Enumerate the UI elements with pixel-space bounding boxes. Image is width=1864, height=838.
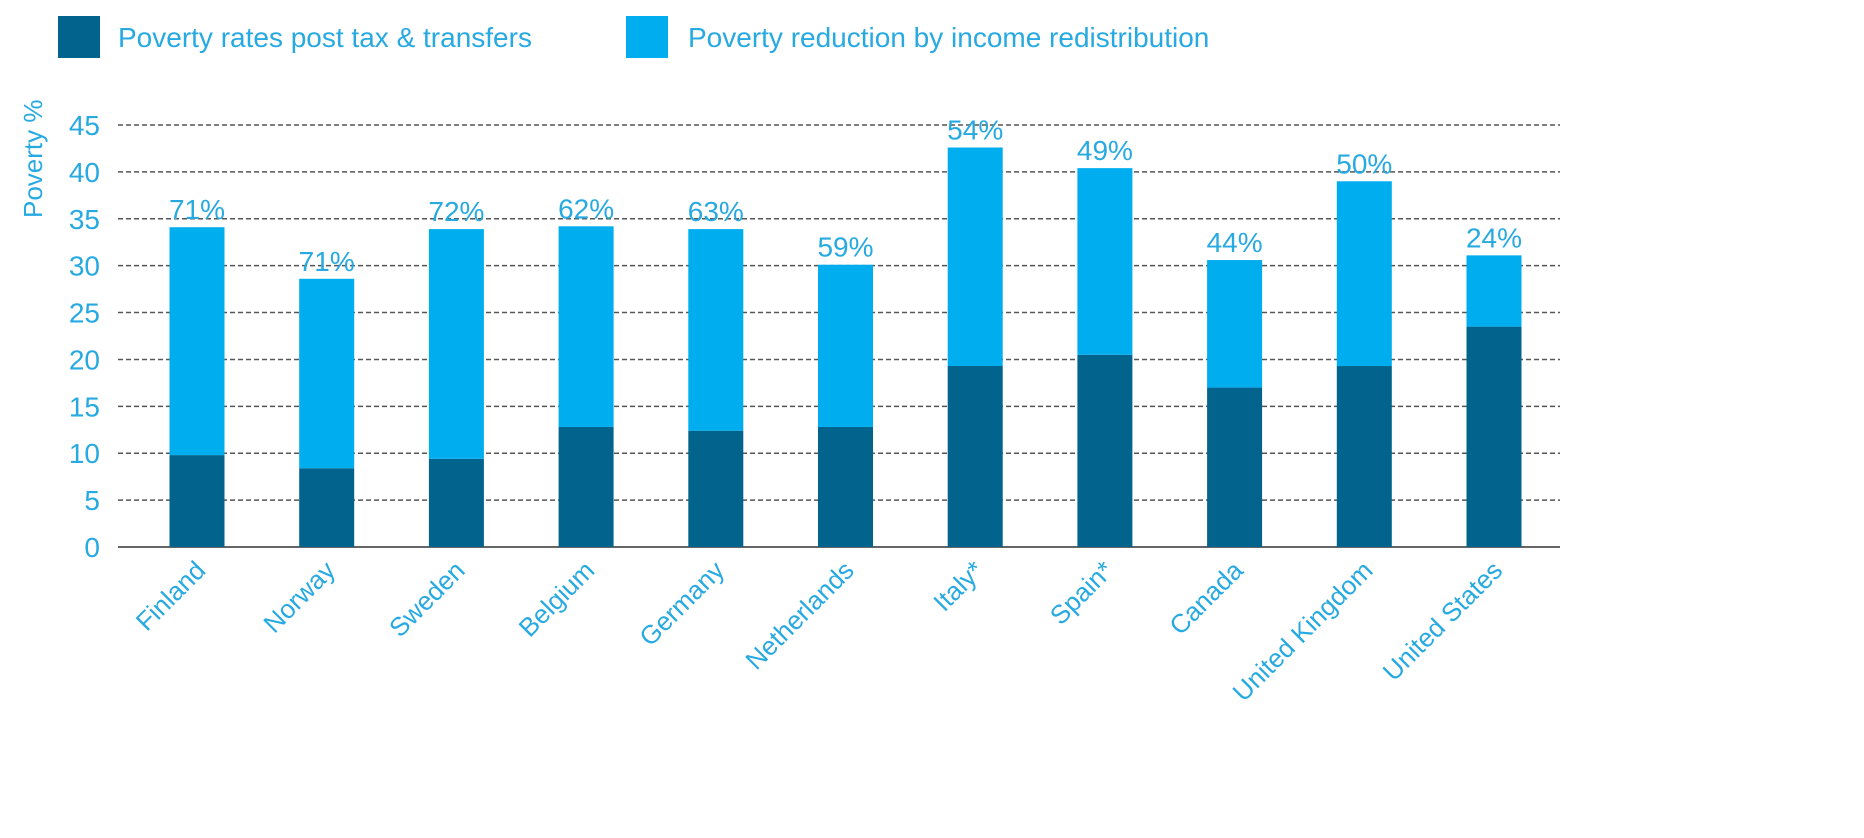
bar-post-tax	[818, 426, 873, 547]
y-tick-label: 20	[69, 344, 100, 375]
bar-post-tax	[1336, 366, 1392, 547]
y-tick-label: 30	[69, 251, 100, 282]
y-tick-label: 25	[69, 298, 100, 329]
data-label: 71%	[169, 194, 225, 225]
x-tick-label: United States	[1377, 555, 1509, 687]
data-label: 71%	[299, 246, 355, 277]
bar-post-tax	[1207, 387, 1263, 547]
y-tick-label: 35	[69, 204, 100, 235]
x-tick-label: Netherlands	[739, 555, 859, 675]
x-tick-label: Belgium	[513, 555, 601, 643]
y-tick-label: 45	[69, 110, 100, 141]
x-tick-label: Italy*	[927, 555, 989, 617]
y-tick-label: 10	[69, 438, 100, 469]
bar-reduction	[1077, 168, 1133, 355]
bar-post-tax	[558, 426, 614, 547]
bar-reduction	[818, 264, 873, 427]
legend-label-post-tax: Poverty rates post tax & transfers	[118, 22, 532, 53]
y-tick-label: 5	[84, 485, 100, 516]
bar-reduction	[1466, 255, 1522, 327]
data-label: 49%	[1077, 135, 1133, 166]
bar-post-tax	[299, 468, 355, 547]
bar-reduction	[299, 278, 355, 469]
y-tick-label: 0	[84, 532, 100, 563]
data-label: 59%	[817, 232, 873, 263]
bar-reduction	[558, 226, 614, 427]
data-label: 62%	[558, 193, 614, 224]
x-tick-label: Norway	[257, 555, 341, 639]
x-tick-label: Sweden	[383, 555, 471, 643]
x-tick-label: Spain*	[1044, 555, 1119, 630]
bar-post-tax	[1466, 326, 1522, 547]
y-tick-label: 40	[69, 157, 100, 188]
bar-reduction	[947, 147, 1003, 367]
legend-swatch-reduction	[626, 16, 668, 58]
bar-post-tax	[688, 430, 744, 547]
bar-reduction	[1336, 181, 1392, 367]
bar-post-tax	[1077, 354, 1133, 547]
data-label: 72%	[428, 196, 484, 227]
data-label: 63%	[688, 196, 744, 227]
data-label: 50%	[1336, 148, 1392, 179]
bar-reduction	[688, 229, 744, 431]
data-label: 54%	[947, 115, 1003, 146]
bar-reduction	[169, 227, 225, 456]
data-label: 24%	[1466, 222, 1522, 253]
bar-reduction	[428, 229, 484, 459]
bar-post-tax	[947, 366, 1003, 547]
legend-swatch-post-tax	[58, 16, 100, 58]
legend-label-reduction: Poverty reduction by income redistributi…	[688, 22, 1210, 53]
y-tick-label: 15	[69, 391, 100, 422]
x-tick-label: Canada	[1163, 555, 1249, 641]
bar-reduction	[1207, 260, 1263, 388]
x-tick-label: Finland	[130, 555, 212, 637]
bar-post-tax	[428, 458, 484, 547]
bar-post-tax	[169, 455, 225, 547]
data-label: 44%	[1207, 227, 1263, 258]
x-tick-label: United Kingdom	[1227, 555, 1379, 707]
x-tick-label: Germany	[633, 555, 730, 652]
